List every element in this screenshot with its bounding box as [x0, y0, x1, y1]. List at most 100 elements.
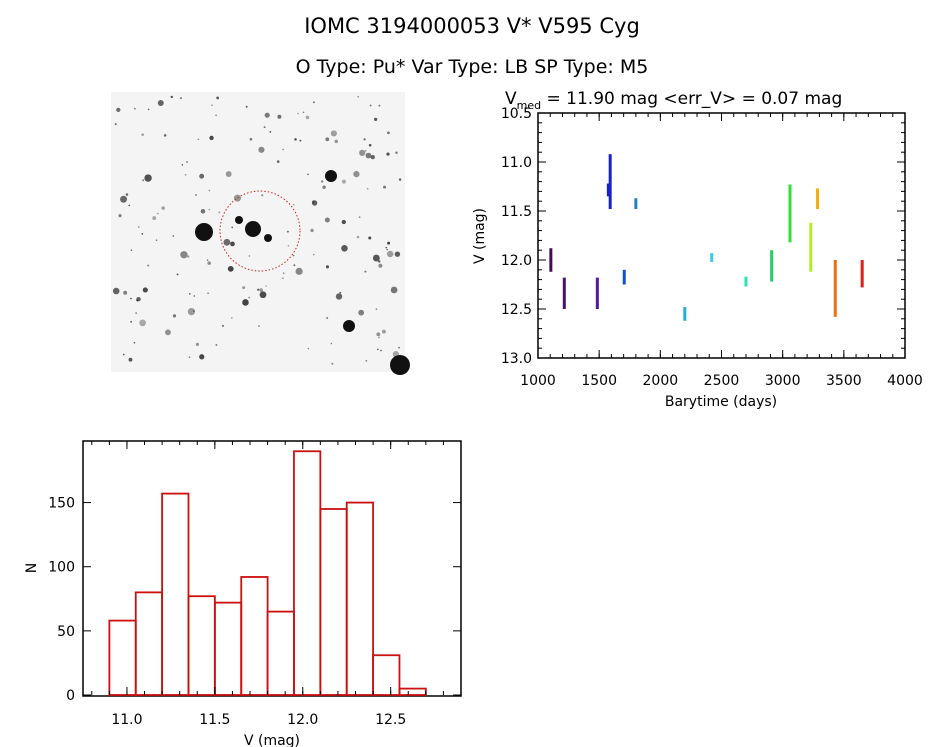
star	[311, 200, 315, 203]
star	[189, 293, 191, 295]
star	[120, 195, 128, 203]
y-tick-label: 150	[48, 496, 75, 512]
x-tick-label: 4000	[887, 373, 923, 389]
lightcurve-segment	[833, 260, 837, 317]
hist-axes-frame	[82, 440, 462, 697]
star	[339, 291, 342, 294]
star	[364, 270, 367, 273]
star	[181, 164, 184, 166]
star	[193, 295, 196, 297]
star	[310, 228, 314, 233]
histogram-bar	[108, 619, 137, 696]
star	[292, 203, 295, 206]
histogram-bar	[319, 508, 348, 696]
x-tick-label: 3000	[765, 373, 801, 389]
star	[320, 180, 324, 183]
star	[116, 107, 121, 113]
star	[365, 359, 368, 362]
star	[139, 319, 146, 327]
star	[161, 206, 165, 210]
lightcurve-segment	[710, 253, 714, 262]
bright-star	[195, 223, 213, 241]
star	[215, 114, 217, 117]
chart-title-line-1: IOMC 3194000053 V* V595 Cyg	[304, 14, 640, 38]
star	[223, 238, 231, 246]
star	[357, 95, 359, 98]
star	[390, 286, 398, 294]
star	[242, 299, 249, 306]
star	[398, 178, 402, 181]
star	[302, 111, 305, 114]
star	[193, 310, 195, 312]
star	[398, 346, 400, 349]
histogram-bar	[372, 654, 401, 696]
star	[282, 148, 285, 151]
star	[180, 251, 188, 259]
y-tick-label: 11.5	[501, 204, 532, 220]
star	[128, 357, 133, 362]
histogram-bar	[345, 501, 374, 696]
star	[378, 104, 381, 107]
star	[172, 235, 175, 237]
star	[208, 189, 211, 192]
star	[208, 208, 211, 211]
star	[292, 254, 295, 257]
star	[359, 149, 366, 156]
star	[231, 226, 234, 229]
lightcurve-segment	[770, 250, 774, 282]
star	[133, 341, 136, 344]
star	[118, 214, 122, 218]
bright-star	[245, 221, 261, 237]
star	[156, 212, 159, 215]
lightcurve-segment	[549, 248, 553, 272]
star	[197, 138, 200, 141]
star	[258, 146, 265, 153]
star	[324, 217, 330, 223]
star	[366, 187, 369, 190]
star	[365, 152, 372, 159]
star	[147, 264, 150, 267]
star	[335, 293, 343, 300]
star	[311, 200, 318, 206]
star	[358, 216, 361, 219]
star	[307, 173, 309, 176]
star	[163, 134, 167, 137]
hist-ylabel: N	[24, 563, 40, 573]
y-tick-label: 13.0	[501, 351, 532, 367]
star	[211, 104, 213, 107]
lightcurve-segment	[634, 198, 638, 210]
hist-xlabel: V (mag)	[244, 733, 300, 747]
star	[133, 107, 136, 110]
star	[141, 133, 145, 136]
star	[130, 320, 133, 323]
star	[258, 325, 260, 327]
star	[378, 260, 381, 263]
x-tick-label: 3500	[826, 373, 862, 389]
star	[142, 287, 148, 293]
star	[176, 273, 179, 276]
star	[112, 287, 120, 295]
lc-axes-frame	[537, 112, 906, 359]
star	[286, 230, 289, 233]
star	[353, 170, 360, 178]
bright-star	[390, 355, 410, 375]
lightcurve-segment	[788, 184, 792, 243]
finder-image	[111, 92, 410, 375]
star	[157, 99, 164, 106]
star	[114, 123, 117, 126]
star	[230, 317, 233, 319]
star	[264, 112, 270, 118]
star	[263, 126, 266, 129]
star	[130, 297, 132, 300]
star	[334, 139, 339, 144]
lightcurve-segment	[562, 277, 566, 309]
star	[200, 209, 206, 214]
y-tick-label: 12.0	[501, 253, 532, 269]
x-tick-label: 12.5	[375, 712, 406, 728]
target-circle	[219, 190, 301, 272]
star	[385, 246, 388, 249]
star	[322, 185, 326, 189]
histogram-bar	[161, 492, 190, 696]
lc-title: Vmed = 11.90 mag <err_V> = 0.07 mag	[505, 89, 842, 112]
x-tick-label: 12.0	[287, 712, 318, 728]
